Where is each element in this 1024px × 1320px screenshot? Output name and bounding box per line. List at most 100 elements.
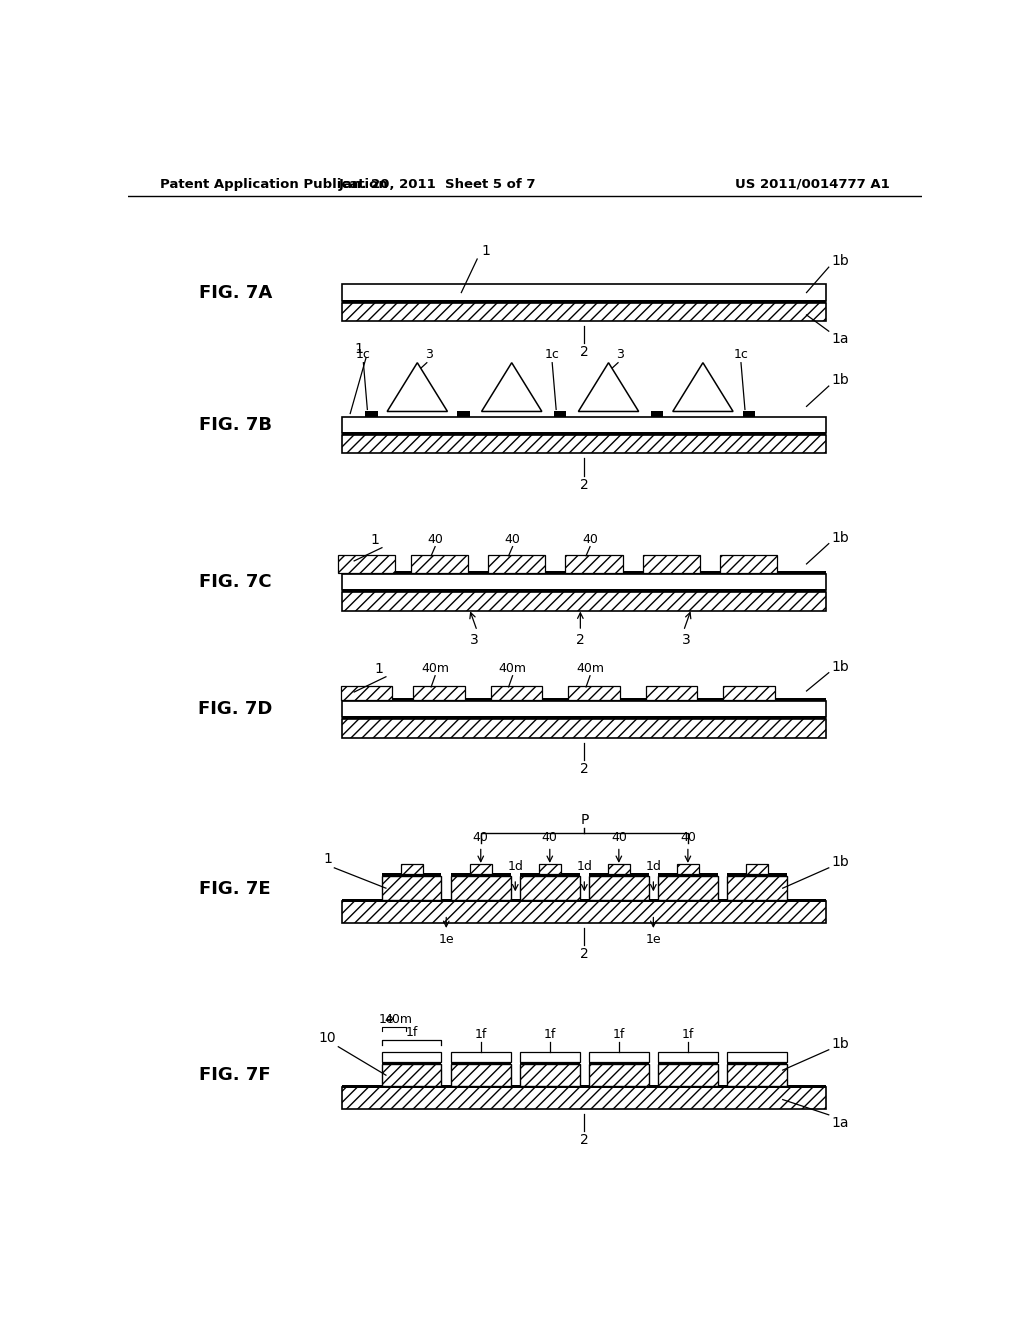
Bar (742, 412, 756, 417)
Bar (677, 863, 699, 874)
Bar (342, 284, 826, 301)
Text: 40m: 40m (499, 661, 526, 675)
Text: 1c: 1c (356, 347, 371, 360)
Bar (658, 1052, 718, 1063)
Text: 1b: 1b (831, 855, 850, 869)
Text: FIG. 7A: FIG. 7A (199, 284, 271, 301)
Text: 1f: 1f (544, 1028, 556, 1040)
Bar (457, 412, 470, 417)
Bar (342, 698, 826, 701)
Bar (342, 417, 826, 433)
Text: 1a: 1a (831, 333, 850, 346)
Bar (342, 589, 826, 593)
Text: 1b: 1b (831, 1036, 850, 1051)
Text: 40: 40 (427, 533, 443, 545)
Text: Patent Application Publication: Patent Application Publication (160, 178, 387, 191)
Bar (342, 593, 826, 611)
Bar (607, 863, 630, 874)
Text: 1: 1 (324, 851, 332, 866)
Text: 1b: 1b (831, 255, 850, 268)
Bar (342, 1085, 826, 1089)
Text: 1b: 1b (831, 660, 850, 673)
Bar (342, 717, 826, 719)
Bar (342, 719, 826, 738)
Bar (643, 554, 700, 573)
Bar (745, 863, 768, 874)
Bar (451, 873, 511, 876)
Text: 1: 1 (375, 661, 384, 676)
Bar (520, 873, 580, 876)
Bar (451, 1061, 511, 1064)
Bar (646, 686, 697, 700)
Text: 40: 40 (582, 533, 598, 545)
Text: 40m: 40m (385, 1014, 413, 1027)
Bar (589, 1052, 648, 1063)
Bar (727, 1052, 786, 1063)
Text: P: P (581, 813, 589, 828)
Text: 1: 1 (481, 244, 490, 257)
Text: 40: 40 (505, 533, 520, 545)
Text: 40m: 40m (577, 661, 604, 675)
Text: 1f: 1f (474, 1028, 487, 1040)
Text: 40: 40 (473, 832, 488, 845)
Bar (365, 412, 378, 417)
Bar (565, 554, 623, 573)
Bar (341, 686, 392, 700)
Text: 1f: 1f (406, 1026, 418, 1039)
Text: 3: 3 (616, 347, 625, 360)
Bar (342, 434, 826, 453)
Text: FIG. 7D: FIG. 7D (198, 701, 272, 718)
Bar (589, 1064, 648, 1086)
Bar (727, 1061, 786, 1064)
Text: 1d: 1d (507, 859, 523, 873)
Text: 10: 10 (318, 1031, 336, 1044)
Bar (342, 302, 826, 321)
Bar (342, 899, 826, 903)
Bar (411, 554, 468, 573)
Bar (342, 300, 826, 302)
Bar (342, 902, 826, 923)
Bar (451, 1064, 511, 1086)
Text: Jan. 20, 2011  Sheet 5 of 7: Jan. 20, 2011 Sheet 5 of 7 (339, 178, 537, 191)
Text: FIG. 7E: FIG. 7E (200, 880, 271, 898)
Bar (589, 876, 648, 900)
Bar (470, 863, 492, 874)
Text: 3: 3 (425, 347, 433, 360)
Text: 1a: 1a (831, 1115, 850, 1130)
Text: 40m: 40m (421, 661, 450, 675)
Text: 1b: 1b (831, 374, 850, 387)
Text: 2: 2 (580, 1133, 589, 1147)
Bar (382, 1061, 441, 1064)
Bar (658, 876, 718, 900)
Bar (451, 1052, 511, 1063)
Text: 1e: 1e (645, 933, 662, 946)
Bar (400, 863, 423, 874)
Text: 40: 40 (542, 832, 558, 845)
Bar (658, 1064, 718, 1086)
Text: 1c: 1c (545, 347, 560, 360)
Bar (723, 686, 775, 700)
Bar (451, 876, 511, 900)
Bar (338, 554, 395, 573)
Bar (414, 686, 465, 700)
Bar (727, 873, 786, 876)
Text: 1d: 1d (577, 859, 592, 873)
Bar (382, 1052, 441, 1063)
Text: 1e: 1e (379, 1014, 394, 1027)
Text: 1e: 1e (438, 933, 454, 946)
Text: FIG. 7B: FIG. 7B (199, 416, 271, 434)
Bar (342, 572, 826, 574)
Bar (727, 876, 786, 900)
Text: 2: 2 (575, 634, 585, 647)
Bar (520, 1061, 580, 1064)
Bar (720, 554, 777, 573)
Text: FIG. 7F: FIG. 7F (200, 1067, 271, 1084)
Bar (658, 873, 718, 876)
Bar (490, 686, 543, 700)
Text: 3: 3 (682, 634, 690, 647)
Bar (382, 1064, 441, 1086)
Bar (520, 876, 580, 900)
Bar (520, 1064, 580, 1086)
Text: 2: 2 (580, 762, 589, 776)
Bar (589, 1061, 648, 1064)
